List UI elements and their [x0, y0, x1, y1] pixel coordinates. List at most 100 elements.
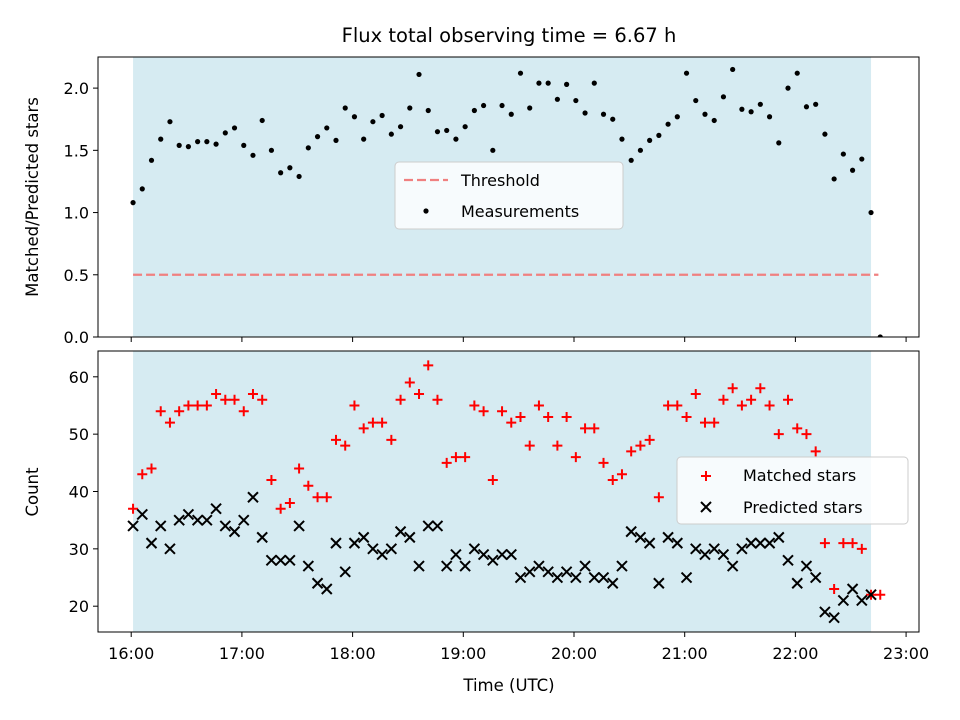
matched-star-point: [653, 492, 664, 503]
measurement-point: [813, 101, 819, 107]
axes-frame: [97, 56, 920, 338]
measurement-point: [702, 111, 708, 117]
predicted-star-point: [505, 548, 517, 561]
measurement-point: [647, 137, 653, 143]
predicted-star-point: [155, 520, 167, 532]
measurement-point: [776, 140, 782, 146]
matched-star-point: [829, 583, 840, 594]
measurement-point: [195, 139, 201, 145]
matched-star-point: [856, 543, 867, 554]
matched-star-point: [137, 469, 148, 480]
measurement-point: [444, 127, 450, 134]
measurement-point: [287, 165, 293, 171]
matched-star-point: [690, 389, 701, 400]
measurement-point: [711, 117, 717, 124]
predicted-star-point: [293, 520, 305, 532]
measurement-point: [148, 157, 155, 163]
predicted-star-point: [127, 520, 139, 532]
measurement-point: [600, 111, 607, 117]
measurement-point: [757, 101, 763, 107]
measurement-point: [397, 124, 404, 130]
measurement-point: [517, 70, 524, 76]
measurement-point: [499, 102, 505, 109]
measurement-point: [296, 173, 302, 180]
predicted-star-point: [542, 566, 554, 578]
matched-star-point: [211, 389, 222, 400]
measurement-point: [333, 137, 339, 143]
predicted-star-point: [800, 560, 813, 572]
matched-star-point: [672, 400, 683, 411]
matched-star-point: [395, 394, 406, 405]
matched-star-point: [783, 394, 794, 405]
matched-star-point: [404, 377, 415, 388]
y-axis-label: Matched/Predicted stars: [23, 97, 42, 297]
y-tick-label: 50: [69, 425, 89, 444]
matched-star-point: [552, 440, 563, 451]
chart-title: Flux total observing time = 6.67 h: [342, 24, 677, 47]
predicted-star-point: [274, 554, 287, 567]
predicted-star-point: [570, 571, 582, 584]
matched-star-point: [561, 411, 572, 422]
x-axis-label: Time (UTC): [462, 676, 554, 695]
matched-star-point: [746, 394, 757, 405]
y-tick-label: 0.5: [64, 266, 89, 285]
predicted-star-point: [607, 577, 619, 589]
matched-star-point: [284, 497, 295, 508]
measurement-point: [370, 119, 376, 125]
matched-star-point: [598, 457, 609, 468]
matched-star-point: [174, 406, 185, 417]
legend-measurements-label: Measurements: [461, 202, 579, 221]
matched-star-point: [487, 475, 498, 486]
predicted-star-point: [385, 543, 398, 555]
measurement-point: [462, 124, 468, 130]
matched-star-point: [367, 417, 378, 428]
predicted-star-point: [302, 560, 315, 572]
measurement-point: [508, 111, 514, 117]
matched-star-point: [441, 457, 452, 468]
measurement-point: [231, 125, 238, 131]
legend-matched-label: Matched stars: [743, 466, 856, 485]
matched-star-point: [257, 394, 268, 405]
measurement-point: [610, 116, 616, 122]
predicted-star-point: [653, 577, 665, 589]
predicted-star-point: [136, 508, 148, 521]
x-tick-label: 18:00: [330, 644, 376, 663]
measurement-point: [554, 96, 560, 102]
measurement-point: [859, 156, 865, 162]
measurement-point: [720, 94, 727, 100]
legend: Threshold Measurements: [394, 161, 624, 230]
measurement-point: [480, 102, 487, 109]
matched-star-point: [506, 417, 517, 428]
predicted-star-point: [625, 525, 637, 538]
predicted-star-point: [348, 537, 361, 549]
matched-star-point: [340, 440, 351, 451]
predicted-star-point: [736, 543, 748, 555]
matched-star-point: [543, 411, 554, 422]
matched-star-point: [524, 440, 535, 451]
y-tick-label: 1.0: [64, 204, 89, 223]
matched-star-point: [607, 475, 618, 486]
measurement-point: [425, 107, 431, 114]
legend-box: [394, 161, 624, 230]
measurement-point: [434, 129, 441, 135]
measurement-point: [674, 114, 680, 120]
predicted-star-point: [708, 543, 720, 555]
predicted-star-point: [394, 525, 407, 538]
matched-star-point: [247, 389, 258, 400]
matched-star-point: [616, 469, 627, 480]
predicted-star-point: [791, 577, 803, 589]
x-tick-label: 19:00: [440, 644, 486, 663]
predicted-star-point: [256, 531, 268, 544]
predicted-star-point: [376, 548, 388, 561]
data-marks: [127, 360, 886, 624]
measurement-point: [564, 81, 570, 87]
x-tick-label: 23:00: [883, 644, 929, 663]
measurement-point: [665, 121, 671, 127]
measurement-point: [730, 66, 736, 73]
top-panel: 0.0 0.5 1.0 1.5 2.0 Matched/Predicted stars Th…: [23, 56, 920, 347]
matched-star-point: [718, 394, 729, 405]
x-tick-label: 21:00: [662, 644, 708, 663]
predicted-star-point: [367, 543, 379, 555]
predicted-star-point: [524, 566, 536, 578]
